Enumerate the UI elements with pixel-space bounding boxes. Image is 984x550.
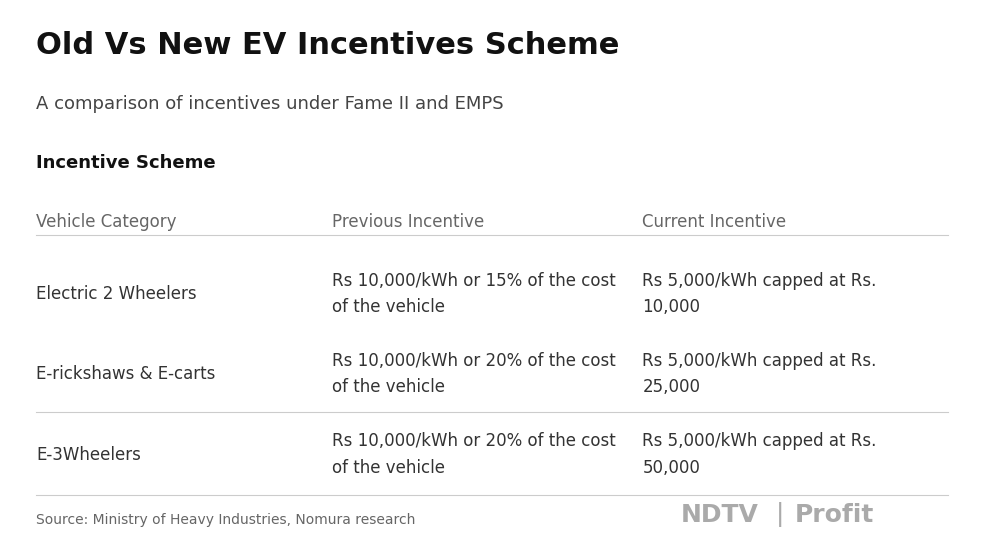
Text: NDTV: NDTV [681,503,759,527]
Text: |: | [776,502,784,527]
Text: Old Vs New EV Incentives Scheme: Old Vs New EV Incentives Scheme [36,31,619,60]
Text: Rs 5,000/kWh capped at Rs.
10,000: Rs 5,000/kWh capped at Rs. 10,000 [643,272,877,316]
Text: Rs 10,000/kWh or 15% of the cost
of the vehicle: Rs 10,000/kWh or 15% of the cost of the … [332,272,616,316]
Text: Source: Ministry of Heavy Industries, Nomura research: Source: Ministry of Heavy Industries, No… [36,513,415,527]
Text: Incentive Scheme: Incentive Scheme [36,155,215,172]
Text: Electric 2 Wheelers: Electric 2 Wheelers [36,285,197,303]
Text: Rs 5,000/kWh capped at Rs.
50,000: Rs 5,000/kWh capped at Rs. 50,000 [643,432,877,477]
Text: Profit: Profit [795,503,874,527]
Text: Current Incentive: Current Incentive [643,213,786,232]
Text: Vehicle Category: Vehicle Category [36,213,176,232]
Text: Rs 10,000/kWh or 20% of the cost
of the vehicle: Rs 10,000/kWh or 20% of the cost of the … [332,432,616,477]
Text: Rs 5,000/kWh capped at Rs.
25,000: Rs 5,000/kWh capped at Rs. 25,000 [643,352,877,397]
Text: E-3Wheelers: E-3Wheelers [36,446,141,464]
Text: E-rickshaws & E-carts: E-rickshaws & E-carts [36,365,215,383]
Text: Previous Incentive: Previous Incentive [332,213,484,232]
Text: Rs 10,000/kWh or 20% of the cost
of the vehicle: Rs 10,000/kWh or 20% of the cost of the … [332,352,616,397]
Text: A comparison of incentives under Fame II and EMPS: A comparison of incentives under Fame II… [36,95,504,113]
